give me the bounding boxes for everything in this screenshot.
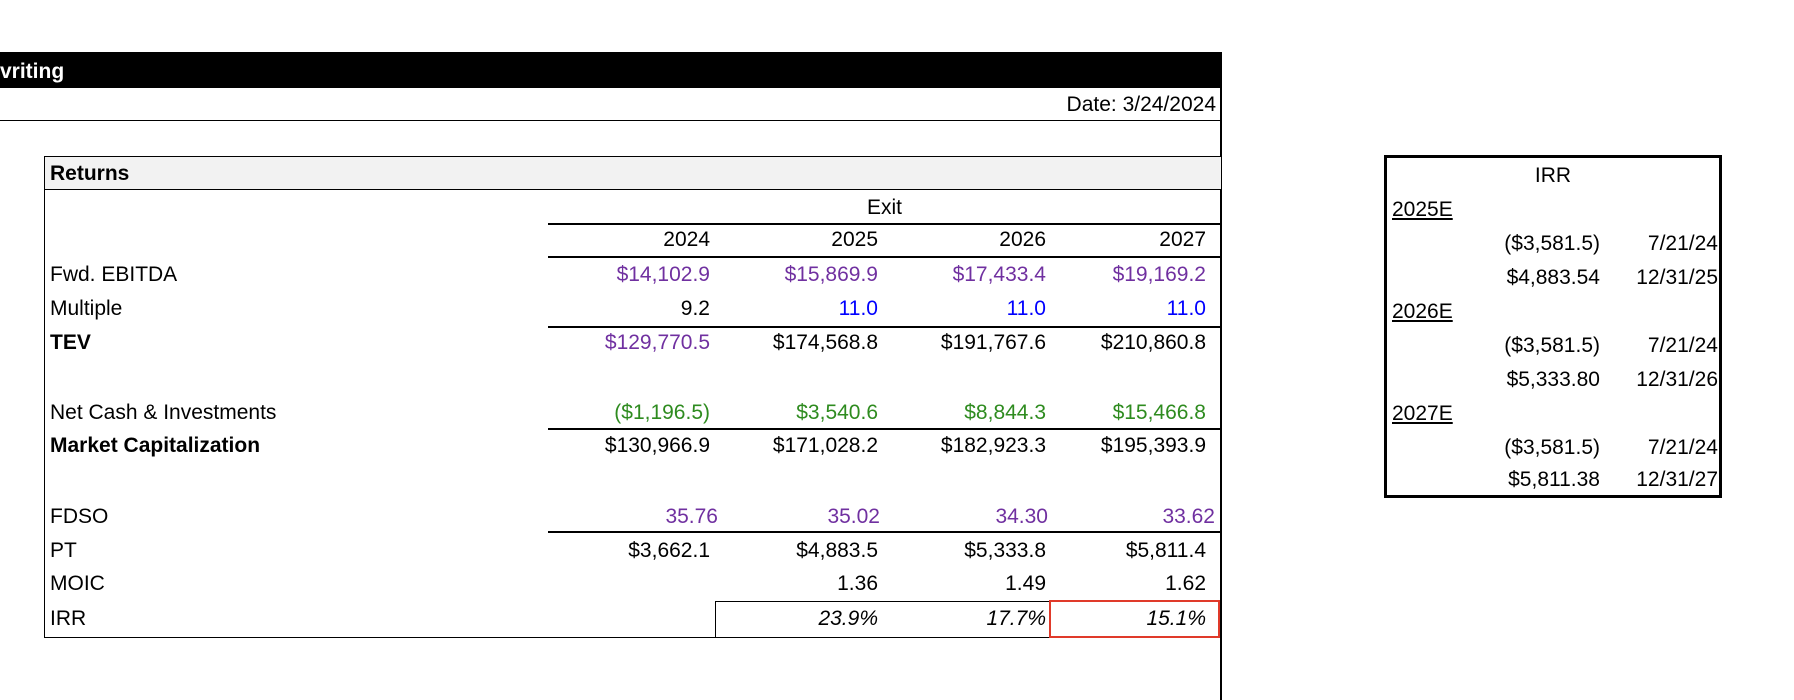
cell-fdso[interactable]: 35.76 [665,505,718,528]
irr-panel-value[interactable]: $5,811.38 [1508,468,1600,491]
row-label-market-cap[interactable]: Market Capitalization [50,434,261,457]
cell-multiple[interactable]: 11.0 [1166,297,1206,320]
irr-panel-date[interactable]: 12/31/25 [1636,266,1718,289]
fdso-underline [548,531,1221,533]
returns-title[interactable]: Returns [50,162,130,185]
year-underline [548,256,1221,258]
irr-panel-date[interactable]: 7/21/24 [1647,436,1718,459]
cell-market-cap[interactable]: $195,393.9 [1100,434,1206,457]
cell-market-cap[interactable]: $182,923.3 [940,434,1046,457]
irr-panel-date[interactable]: 12/31/27 [1636,468,1718,491]
cell-moic[interactable]: 1.49 [1005,572,1046,595]
selected-cell-highlight[interactable] [1049,600,1220,638]
cell-multiple[interactable]: 11.0 [838,297,878,320]
year-header[interactable]: 2024 [663,228,710,251]
sheet-banner [0,52,1222,88]
irr-panel [1384,155,1722,498]
row-label-net-cash[interactable]: Net Cash & Investments [50,401,277,424]
row-label-fwd-ebitda[interactable]: Fwd. EBITDA [50,263,178,286]
row-label-moic[interactable]: MOIC [50,572,105,595]
irr-panel-year[interactable]: 2025E [1392,198,1453,221]
irr-panel-date[interactable]: 12/31/26 [1636,368,1718,391]
exit-header[interactable]: Exit [866,196,902,219]
irr-panel-year[interactable]: 2027E [1392,402,1453,425]
irr-panel-value[interactable]: $4,883.54 [1506,266,1600,289]
irr-panel-year[interactable]: 2026E [1392,300,1453,323]
irr-panel-value[interactable]: ($3,581.5) [1504,232,1600,255]
irr-panel-date[interactable]: 7/21/24 [1647,232,1718,255]
exit-underline [548,223,1221,225]
cell-fwd-ebitda[interactable]: $19,169.2 [1112,263,1206,286]
cell-tev[interactable]: $210,860.8 [1100,331,1206,354]
date-cell[interactable]: Date: 3/24/2024 [1066,93,1216,116]
cell-tev[interactable]: $129,770.5 [604,331,710,354]
year-header[interactable]: 2027 [1159,228,1206,251]
row-label-pt[interactable]: PT [50,539,77,562]
cell-pt[interactable]: $4,883.5 [796,539,878,562]
cell-moic[interactable]: 1.36 [837,572,878,595]
cell-irr[interactable]: 17.7% [986,607,1046,630]
cell-pt[interactable]: $5,333.8 [964,539,1046,562]
cell-market-cap[interactable]: $130,966.9 [604,434,710,457]
sheet-banner-title: vriting [0,60,65,83]
cell-fwd-ebitda[interactable]: $14,102.9 [616,263,710,286]
irr-panel-date[interactable]: 7/21/24 [1647,334,1718,357]
cell-pt[interactable]: $5,811.4 [1125,539,1206,562]
cell-tev[interactable]: $174,568.8 [772,331,878,354]
net-cash-underline [548,428,1221,430]
cell-fdso[interactable]: 35.02 [827,505,880,528]
cell-multiple[interactable]: 11.0 [1006,297,1046,320]
cell-net-cash[interactable]: $3,540.6 [796,401,878,424]
irr-row-border [715,601,1222,638]
cell-tev[interactable]: $191,767.6 [940,331,1046,354]
returns-table [44,156,1222,638]
cell-fdso[interactable]: 34.30 [995,505,1048,528]
year-header[interactable]: 2026 [999,228,1046,251]
row-label-fdso[interactable]: FDSO [50,505,109,528]
cell-net-cash[interactable]: $15,466.8 [1112,401,1206,424]
irr-panel-value[interactable]: ($3,581.5) [1504,334,1600,357]
row-label-multiple[interactable]: Multiple [50,297,123,320]
date-divider [0,120,1222,121]
cell-fwd-ebitda[interactable]: $15,869.9 [784,263,878,286]
cell-moic[interactable]: 1.62 [1165,572,1206,595]
row-label-tev[interactable]: TEV [50,331,91,354]
row-label-irr[interactable]: IRR [50,607,87,630]
cell-pt[interactable]: $3,662.1 [628,539,710,562]
cell-multiple[interactable]: 9.2 [680,297,710,320]
year-header[interactable]: 2025 [831,228,878,251]
multiple-underline [548,326,1221,328]
irr-panel-title[interactable]: IRR [1534,164,1572,187]
cell-fwd-ebitda[interactable]: $17,433.4 [952,263,1046,286]
cell-net-cash[interactable]: $8,844.3 [964,401,1046,424]
cell-irr[interactable]: 23.9% [818,607,878,630]
irr-panel-value[interactable]: ($3,581.5) [1504,436,1600,459]
cell-market-cap[interactable]: $171,028.2 [772,434,878,457]
cell-net-cash[interactable]: ($1,196.5) [614,401,710,424]
returns-header-band [45,157,1221,190]
cell-irr-selected[interactable]: 15.1% [1146,607,1206,630]
irr-panel-value[interactable]: $5,333.80 [1506,368,1600,391]
cell-fdso[interactable]: 33.62 [1162,505,1215,528]
